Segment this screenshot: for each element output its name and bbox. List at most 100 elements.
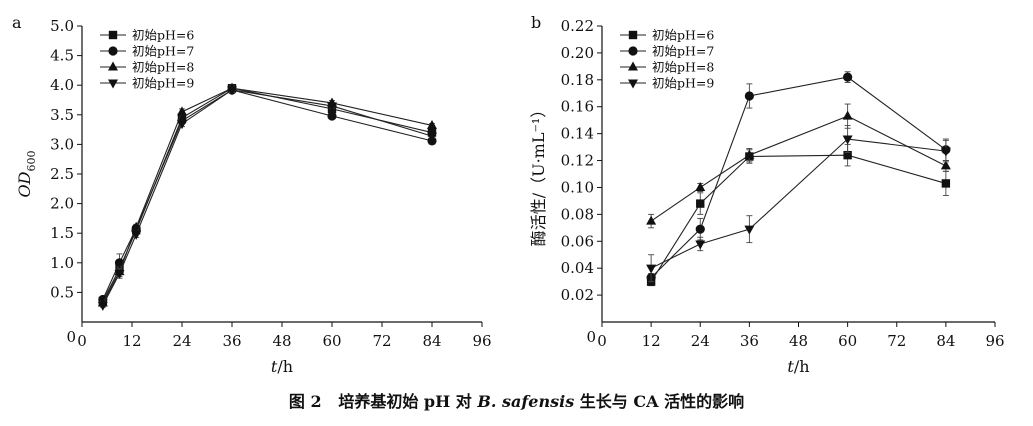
y-tick-label: 3.5 — [50, 106, 74, 124]
y-tick-label: 0.08 — [561, 205, 594, 223]
y-tick-label: 0.02 — [561, 286, 594, 304]
y-tick-label: 0.14 — [561, 125, 594, 143]
legend-label: 初始pH=9 — [132, 76, 194, 91]
x-tick-label: 60 — [322, 332, 341, 350]
legend-marker — [628, 30, 638, 40]
x-axis-label: t/h — [787, 357, 809, 376]
legend-label: 初始pH=7 — [132, 44, 194, 59]
series-4 — [97, 86, 437, 311]
data-point — [646, 264, 657, 274]
data-point — [427, 119, 437, 129]
x-axis-label: t/h — [271, 357, 293, 376]
caption-species: B. safensis — [477, 392, 575, 411]
legend-label: 初始pH=6 — [132, 28, 194, 43]
y-axis-label: OD600 — [15, 151, 38, 198]
data-point — [843, 150, 852, 160]
data-point — [646, 215, 657, 225]
y-tick-label: 1.0 — [50, 254, 74, 272]
panel-letter: b — [531, 13, 541, 32]
x-tick-label: 36 — [222, 332, 241, 350]
legend-marker — [108, 46, 118, 56]
series-line — [650, 154, 947, 282]
data-point — [843, 72, 853, 82]
x-tick-label: 96 — [472, 332, 491, 350]
y-tick-label: 0.22 — [561, 17, 594, 35]
data-point — [695, 224, 705, 234]
data-point — [327, 111, 337, 121]
legend-marker — [628, 61, 638, 71]
legend-label: 初始pH=8 — [132, 60, 194, 75]
x-tick-label: 84 — [422, 332, 441, 350]
x-tick-label: 0 — [77, 332, 87, 350]
y-tick-label: 2.5 — [50, 165, 74, 183]
x-tick-label: 12 — [122, 332, 141, 350]
legend-label: 初始pH=8 — [652, 60, 714, 75]
data-point — [744, 91, 754, 101]
y-tick-label: 1.5 — [50, 224, 74, 242]
x-tick-label: 96 — [985, 332, 1004, 350]
x-tick-label: 0 — [597, 332, 607, 350]
y-tick-label: 0.10 — [561, 178, 594, 196]
series-2 — [646, 71, 951, 283]
panel-letter: a — [12, 13, 22, 32]
x-tick-label: 24 — [172, 332, 191, 350]
y-tick-label: 5.0 — [50, 17, 74, 35]
legend-marker — [628, 46, 638, 56]
series-line — [650, 138, 946, 269]
data-point — [227, 86, 237, 96]
x-tick-label: 48 — [272, 332, 291, 350]
y-tick-label: 4.0 — [50, 76, 74, 94]
data-point — [177, 120, 187, 130]
x-tick-label: 72 — [372, 332, 391, 350]
data-point — [177, 106, 187, 116]
x-tick-label: 36 — [740, 332, 759, 350]
data-point — [696, 199, 705, 208]
series-4 — [646, 125, 951, 283]
chart-panel-a: a 0 12 24 36 48 60 72 84 96 0 0.5 1.0 1.5 2.0 2.5 3.0 3.5… — [12, 13, 492, 376]
data-point — [427, 128, 437, 137]
x-tick-label: 48 — [789, 332, 808, 350]
legend-marker — [108, 79, 118, 89]
caption-text-part1: 培养基初始 pH 对 — [338, 392, 478, 411]
data-point — [940, 147, 951, 157]
data-point — [940, 160, 951, 170]
data-point — [941, 179, 951, 188]
caption-figure-number: 图 2 — [288, 392, 322, 411]
series-3 — [97, 82, 437, 307]
x-tick-label: 12 — [642, 332, 661, 350]
legend-marker — [628, 79, 638, 89]
y-tick-label: 0.06 — [561, 232, 594, 250]
x-tick-label: 60 — [838, 332, 857, 350]
data-point — [327, 102, 337, 112]
y-tick-label: 0.12 — [561, 152, 594, 170]
caption-text-part2: 生长与 CA 活性的影响 — [574, 392, 745, 411]
y-tick-label: 0.18 — [561, 71, 594, 89]
data-point — [842, 110, 853, 120]
y-tick-label: 0 — [66, 328, 76, 346]
y-axis-label: 酶活性/（U·mL⁻¹） — [529, 102, 548, 247]
y-tick-label: 0.04 — [561, 259, 594, 277]
y-tick-label: 0.20 — [561, 44, 594, 62]
chart-panel-b: b 0 12 24 36 48 60 72 84 96 0 0.02 0.04 0.06 0.08 0.10 0… — [529, 13, 1005, 376]
data-point — [744, 149, 755, 159]
y-tick-label: 4.5 — [50, 47, 74, 65]
series-1 — [646, 143, 951, 287]
data-point — [427, 132, 437, 142]
y-tick-label: 0.5 — [50, 283, 74, 301]
legend-label: 初始pH=6 — [652, 28, 714, 43]
figure-caption: 图 2 培养基初始 pH 对 B. safensis 生长与 CA 活性的影响 — [0, 388, 1033, 412]
y-tick-label: 3.0 — [50, 135, 74, 153]
data-point — [744, 225, 755, 235]
series-3 — [646, 103, 951, 229]
x-tick-label: 72 — [887, 332, 906, 350]
data-point — [97, 301, 108, 311]
series-line — [650, 76, 947, 278]
y-tick-label: 2.0 — [50, 195, 74, 213]
legend-marker — [108, 61, 118, 71]
y-tick-label: 0 — [586, 328, 596, 346]
data-point — [131, 230, 142, 240]
series-line — [650, 115, 947, 222]
legend-label: 初始pH=7 — [652, 44, 714, 59]
